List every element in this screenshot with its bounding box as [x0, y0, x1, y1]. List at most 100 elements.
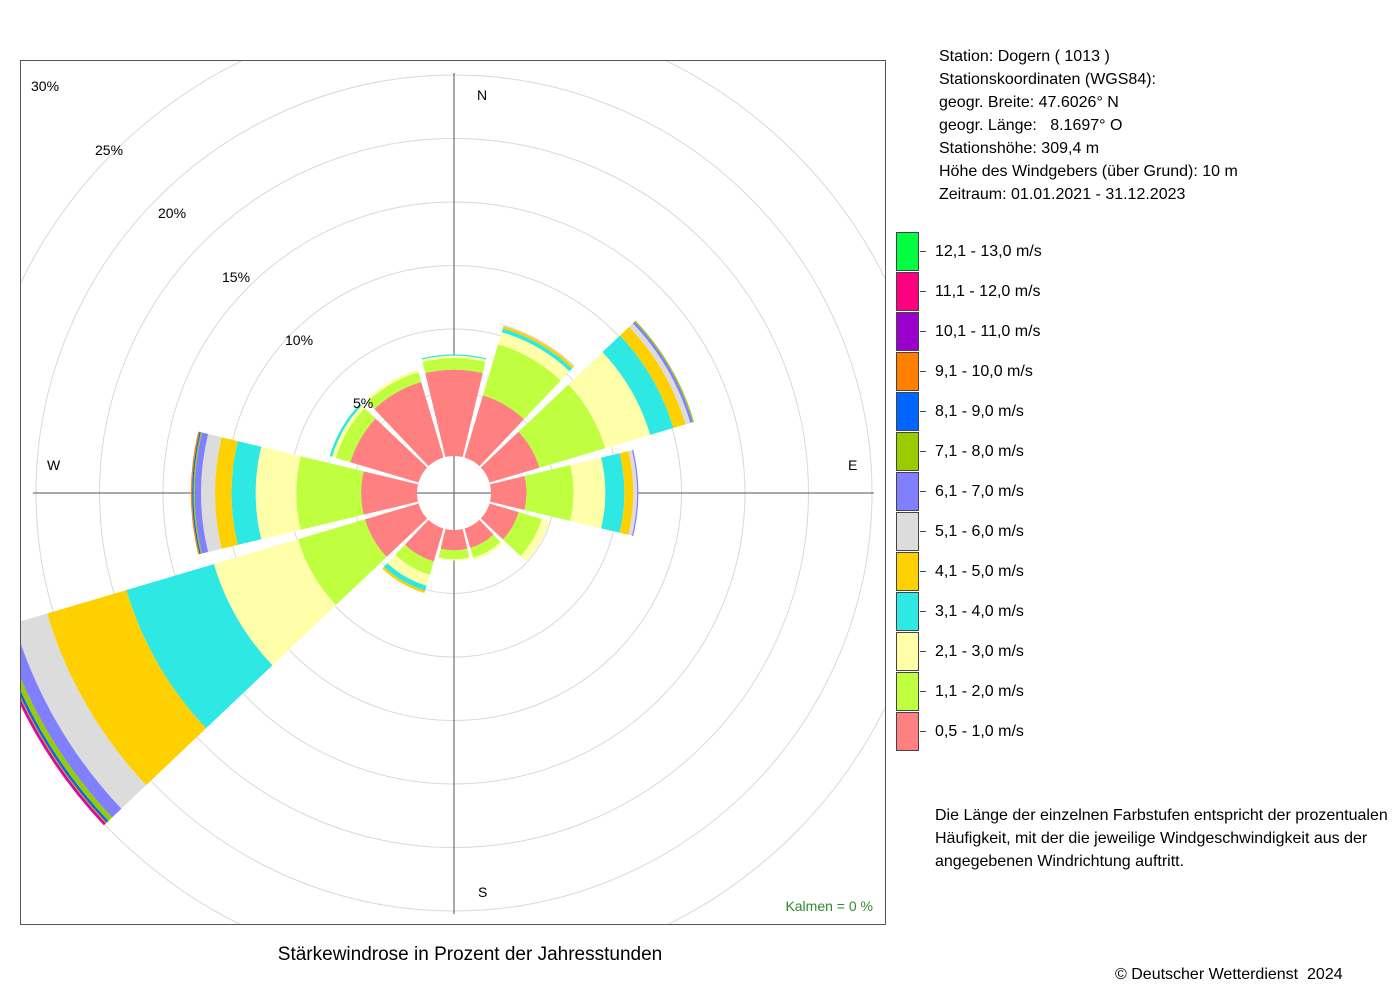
sector-90-bin-4 — [619, 451, 634, 535]
sector-90-bin-0 — [489, 476, 527, 510]
sector-300-bin-2 — [332, 405, 365, 458]
sector-180-bin-2 — [438, 557, 470, 561]
legend-swatch — [896, 392, 919, 431]
legend-tick — [920, 411, 926, 412]
sector-60-bin-4 — [619, 326, 686, 429]
ring-label-10: 10% — [285, 332, 314, 348]
legend-label: 0,5 - 1,0 m/s — [935, 723, 1024, 740]
sector-90deg — [489, 449, 639, 537]
sector-330-bin-2 — [365, 369, 419, 402]
sector-270-bin-4 — [215, 437, 238, 549]
sector-330deg — [365, 369, 444, 467]
sector-120-bin-0 — [480, 503, 519, 540]
legend-tick — [920, 331, 926, 332]
legend-item: 4,1 - 5,0 m/s — [896, 552, 1196, 592]
sector-0-bin-2 — [421, 355, 487, 362]
legend-item: 12,1 - 13,0 m/s — [896, 232, 1196, 272]
legend-item: 7,1 - 8,0 m/s — [896, 432, 1196, 472]
chart-title: Stärkewindrose in Prozent der Jahresstun… — [277, 944, 663, 965]
legend-label: 4,1 - 5,0 m/s — [935, 563, 1024, 580]
wind-sectors — [21, 320, 695, 826]
legend-swatch — [896, 472, 919, 511]
anemometer-height: Höhe des Windgebers (über Grund): 10 m — [939, 163, 1238, 180]
legend-tick — [920, 491, 926, 492]
sector-240-bin-3 — [126, 564, 273, 729]
legend-label: 3,1 - 4,0 m/s — [935, 603, 1024, 620]
sector-0-bin-0 — [425, 369, 483, 458]
legend-swatch — [896, 592, 919, 631]
ring-label-5: 5% — [353, 395, 374, 411]
sector-270-bin-2 — [255, 446, 301, 540]
sector-210-bin-4 — [382, 566, 426, 594]
sector-90-bin-1 — [524, 465, 574, 521]
sector-270-bin-6 — [194, 432, 209, 554]
sector-240-bin-6 — [21, 644, 122, 818]
sector-270-bin-1 — [296, 456, 364, 530]
wind-rose-plot-area: 5% 10% 15% 20% 25% 30% N E S W Kalmen = … — [20, 60, 886, 925]
sector-60-bin-3 — [602, 335, 674, 435]
legend-item: 10,1 - 11,0 m/s — [896, 312, 1196, 352]
sector-300-bin-0 — [350, 418, 428, 483]
legend-swatch — [896, 272, 919, 311]
sector-180deg — [438, 528, 470, 561]
direction-east-label: E — [848, 457, 858, 473]
sector-60-bin-0 — [480, 431, 540, 483]
sector-210-bin-3 — [383, 563, 427, 591]
station-latitude: geogr. Breite: 47.6026° N — [939, 94, 1119, 111]
legend-swatch — [896, 432, 919, 471]
sector-240-bin-5 — [21, 613, 147, 809]
sector-330-bin-0 — [374, 382, 444, 467]
legend-swatch — [896, 352, 919, 391]
sector-210deg — [382, 519, 444, 594]
sector-90-bin-3 — [601, 453, 625, 533]
sector-60deg — [480, 320, 695, 483]
direction-west-label: W — [47, 457, 61, 473]
legend-item: 5,1 - 6,0 m/s — [896, 512, 1196, 552]
station-coordinates-heading: Stationskoordinaten (WGS84): — [939, 71, 1156, 88]
ring-label-25: 25% — [95, 142, 124, 158]
sector-150-bin-2 — [473, 541, 503, 561]
legend-tick — [920, 571, 926, 572]
legend-tick — [920, 291, 926, 292]
sector-240-bin-0 — [364, 503, 428, 557]
legend-item: 9,1 - 10,0 m/s — [896, 352, 1196, 392]
sector-210-bin-1 — [395, 544, 434, 575]
sector-30-bin-3 — [501, 328, 573, 372]
legend-item: 6,1 - 7,0 m/s — [896, 472, 1196, 512]
sector-330-bin-1 — [367, 372, 422, 410]
compass-axes — [33, 73, 874, 914]
sector-300-bin-1 — [335, 408, 376, 463]
explanation-note: Die Länge der einzelnen Farbstufen entsp… — [935, 807, 1388, 870]
sector-240-bin-2 — [213, 539, 336, 666]
sector-300-bin-3 — [329, 403, 362, 457]
legend-swatch — [896, 632, 919, 671]
sector-30-bin-4 — [502, 326, 574, 369]
legend-swatch — [896, 312, 919, 351]
time-period: Zeitraum: 01.01.2021 - 31.12.2023 — [939, 186, 1186, 203]
sector-90-bin-2 — [570, 457, 606, 529]
legend-label: 6,1 - 7,0 m/s — [935, 483, 1024, 500]
sector-180-bin-1 — [438, 548, 470, 560]
direction-south-label: S — [478, 884, 488, 900]
station-elevation: Stationshöhe: 309,4 m — [939, 140, 1100, 157]
legend-item: 11,1 - 12,0 m/s — [896, 272, 1196, 312]
sector-30deg — [464, 324, 575, 467]
legend-tick — [920, 651, 926, 652]
legend-tick — [920, 691, 926, 692]
sector-60-bin-1 — [518, 384, 606, 468]
legend-swatch — [896, 712, 919, 751]
legend-label: 9,1 - 10,0 m/s — [935, 363, 1033, 380]
sector-270-bin-8 — [192, 431, 201, 555]
legend-label: 2,1 - 3,0 m/s — [935, 643, 1024, 660]
ring-label-30: 30% — [31, 78, 60, 94]
legend-tick — [920, 531, 926, 532]
legend-swatch — [896, 232, 919, 271]
sector-270deg — [190, 431, 419, 555]
legend-item: 2,1 - 3,0 m/s — [896, 632, 1196, 672]
sector-270-bin-3 — [231, 441, 262, 545]
legend-swatch — [896, 672, 919, 711]
legend-swatch — [896, 552, 919, 591]
copyright: © Deutscher Wetterdienst 2024 — [1115, 966, 1343, 983]
sector-300deg — [329, 403, 428, 483]
ring-label-20: 20% — [158, 205, 187, 221]
